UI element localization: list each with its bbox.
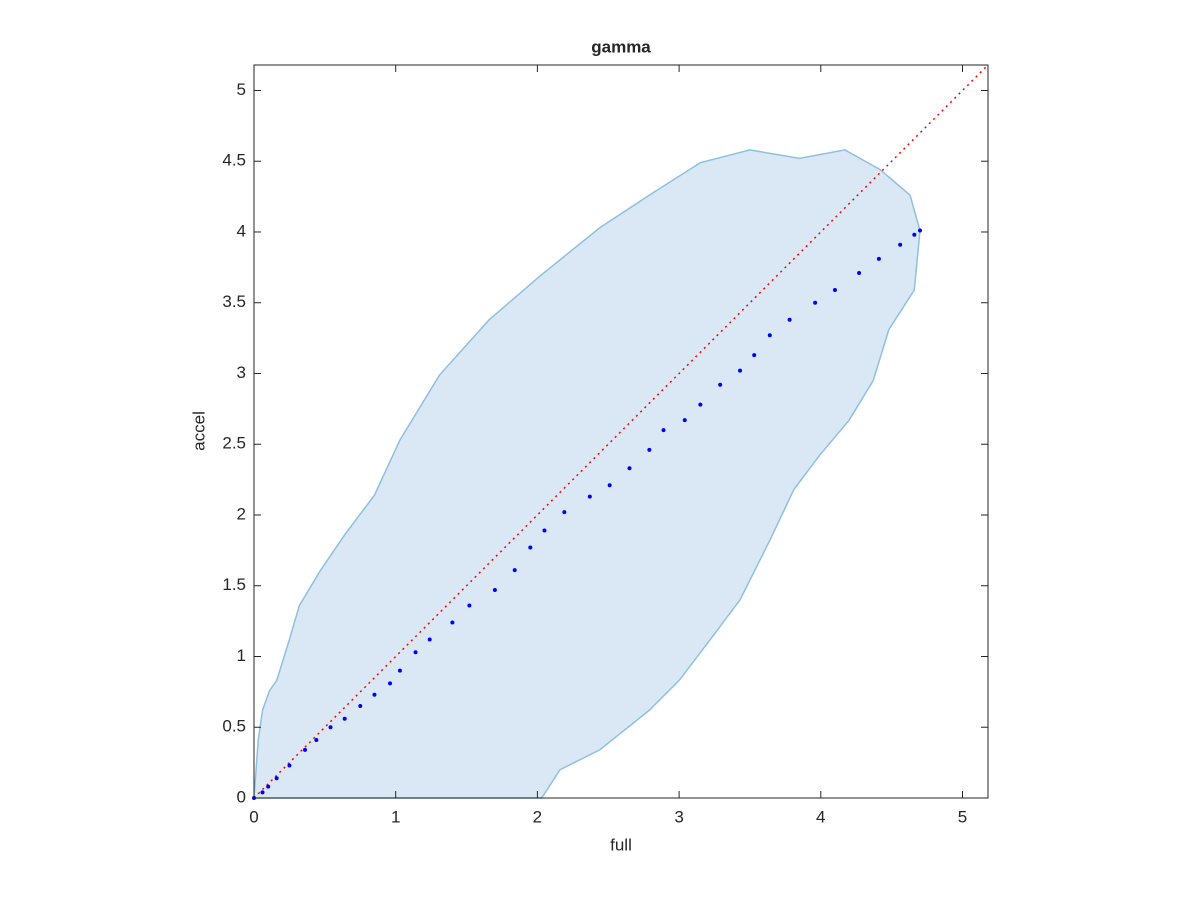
point	[427, 637, 432, 642]
y-tick-label: 0	[237, 787, 246, 806]
x-tick-label: 2	[533, 807, 542, 826]
y-tick-label: 4	[237, 221, 246, 240]
point	[260, 790, 265, 795]
point	[542, 528, 547, 533]
point	[813, 300, 818, 305]
point	[328, 725, 333, 730]
x-axis-label: full	[610, 835, 632, 854]
y-axis-label: accel	[189, 411, 208, 451]
y-tick-label: 0.5	[222, 717, 246, 736]
point	[372, 692, 377, 697]
point	[587, 494, 592, 499]
point	[287, 763, 292, 768]
point	[413, 650, 418, 655]
point	[912, 232, 917, 237]
point	[388, 681, 393, 686]
point	[358, 704, 363, 709]
point	[698, 402, 703, 407]
point	[647, 447, 652, 452]
x-tick-label: 1	[391, 807, 400, 826]
x-tick-label: 3	[674, 807, 683, 826]
point	[857, 271, 862, 276]
point	[528, 545, 533, 550]
y-tick-label: 1	[237, 646, 246, 665]
point	[314, 737, 319, 742]
y-tick-label: 5	[237, 80, 246, 99]
y-tick-label: 4.5	[222, 151, 246, 170]
point	[450, 620, 455, 625]
axes-box	[253, 64, 989, 799]
point	[397, 668, 402, 673]
x-tick-label: 5	[958, 807, 967, 826]
point	[562, 510, 567, 515]
point	[492, 587, 497, 592]
region	[253, 149, 921, 799]
y-tick-label: 3.5	[222, 292, 246, 311]
y-tick-label: 1.5	[222, 575, 246, 594]
x-tick-label: 4	[816, 807, 825, 826]
point	[342, 716, 347, 721]
point	[467, 603, 472, 608]
point	[738, 368, 743, 373]
point	[876, 256, 881, 261]
chart-title: gamma	[591, 37, 651, 56]
point	[767, 333, 772, 338]
x-tick-label: 0	[249, 807, 258, 826]
point	[832, 287, 837, 292]
point	[607, 483, 612, 488]
point	[266, 784, 271, 789]
point	[274, 776, 279, 781]
point	[787, 317, 792, 322]
point	[682, 418, 687, 423]
y-tick-label: 3	[237, 363, 246, 382]
point	[627, 466, 632, 471]
point	[303, 747, 308, 752]
y-tick-label: 2	[237, 504, 246, 523]
point	[661, 428, 666, 433]
point	[512, 568, 517, 573]
reference-line	[253, 64, 989, 799]
point	[917, 228, 922, 233]
point	[752, 353, 757, 358]
point	[718, 382, 723, 387]
y-tick-label: 2.5	[222, 434, 246, 453]
point	[898, 242, 903, 247]
